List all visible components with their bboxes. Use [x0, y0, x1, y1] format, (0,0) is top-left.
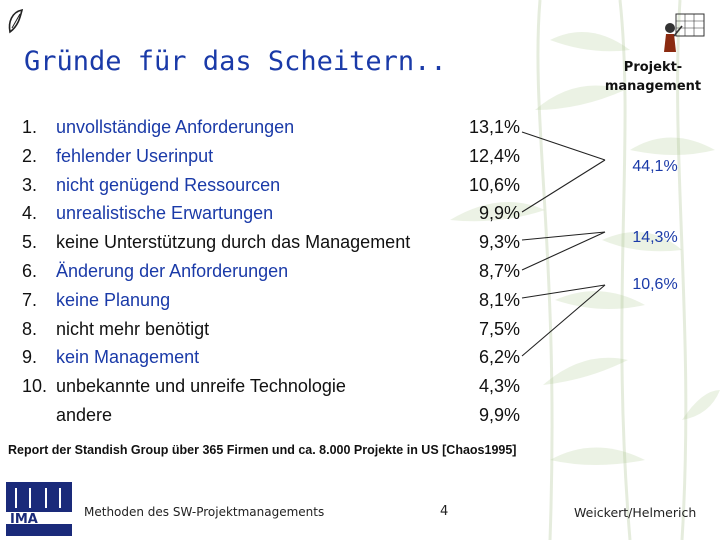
footer-authors: Weickert/Helmerich [574, 505, 697, 520]
item-number: 8. [22, 318, 38, 339]
item-number: 1. [22, 117, 38, 137]
university-logo: IMA [6, 482, 72, 536]
item-percentage: 8,1% [478, 289, 520, 310]
page-number: 4 [440, 504, 449, 519]
item-percentage: 9,9% [478, 405, 520, 425]
item-label: unbekannte und unreife Technologie [56, 376, 346, 397]
item-label: nicht mehr benötigt [56, 318, 210, 339]
footer-course-title: Methoden des SW-Projektmanagements [84, 505, 325, 519]
item-percentage: 6,2% [478, 347, 520, 368]
page-title: Gründe für das Scheitern.. [24, 46, 447, 77]
item-label: nicht genügend Ressourcen [56, 174, 281, 195]
item-percentage: 12,4% [468, 145, 520, 166]
project-management-badge: Projekt- management [598, 58, 708, 96]
item-label: keine Unterstützung durch das Management [56, 232, 411, 253]
svg-text:IMA: IMA [10, 512, 38, 527]
item-percentage: 8,7% [478, 261, 520, 281]
item-label: andere [56, 405, 113, 425]
item-percentage: 7,5% [478, 318, 520, 339]
item-label: fehlender Userinput [56, 145, 214, 166]
bracket-line [521, 284, 606, 357]
item-number: 2. [22, 145, 38, 166]
group-total-3: 10,6% [632, 276, 678, 293]
source-note: Report der Standish Group über 365 Firme… [8, 443, 517, 457]
bracket-line [521, 131, 606, 161]
item-number: 4. [22, 203, 38, 224]
project-manager-icon [664, 13, 705, 52]
item-percentage: 9,9% [478, 203, 520, 224]
bamboo-background [450, 0, 720, 540]
item-percentage: 10,6% [468, 174, 520, 195]
item-number: 7. [22, 289, 38, 310]
item-label: kein Management [56, 347, 200, 368]
item-label: keine Planung [56, 289, 171, 310]
item-number: 3. [22, 174, 38, 195]
item-number: 9. [22, 347, 38, 368]
item-label: unrealistische Erwartungen [56, 203, 274, 224]
item-number: 10. [22, 376, 48, 397]
item-percentage: 4,3% [478, 376, 520, 397]
item-label: Änderung der Anforderungen [56, 261, 289, 281]
item-number: 5. [22, 232, 38, 253]
badge-line-1: Projekt- [623, 60, 683, 75]
bracket-line [521, 231, 606, 271]
bracket-line [521, 284, 606, 299]
corner-leaf-icon [8, 8, 24, 34]
group-total-2: 14,3% [632, 229, 678, 246]
bracket-line [521, 159, 606, 213]
item-number: 6. [22, 261, 38, 281]
item-label: unvollständige Anforderungen [56, 117, 295, 137]
item-percentage: 13,1% [468, 117, 520, 137]
bracket-line [521, 231, 606, 241]
group-total-1: 44,1% [632, 158, 678, 175]
item-percentage: 9,3% [478, 232, 520, 253]
badge-line-2: management [604, 79, 702, 94]
